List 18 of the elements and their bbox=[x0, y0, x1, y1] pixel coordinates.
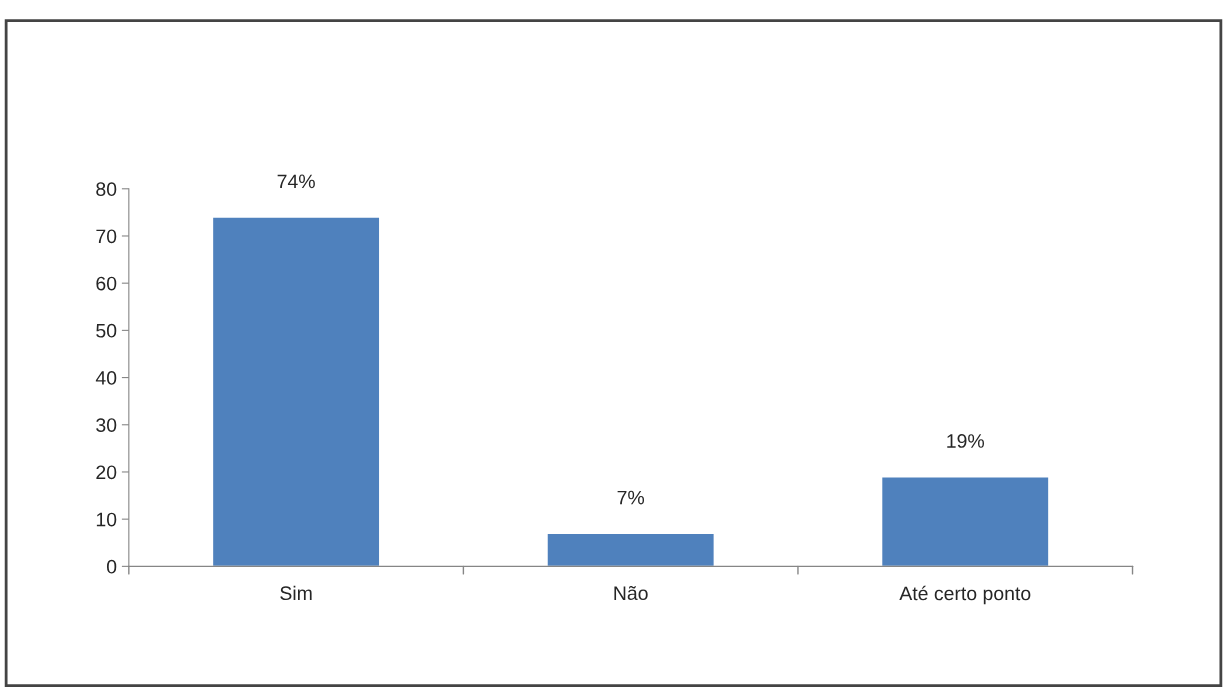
x-tick-label: Não bbox=[614, 585, 648, 601]
y-tick-label: 50 bbox=[96, 323, 117, 338]
bar bbox=[880, 475, 1050, 567]
data-label: 74% bbox=[277, 174, 315, 189]
y-tick-label: 40 bbox=[95, 371, 117, 385]
y-tick-label: 30 bbox=[96, 418, 117, 433]
data-label: 19% bbox=[947, 434, 985, 448]
y-tick-label: 10 bbox=[96, 512, 117, 527]
bar bbox=[211, 216, 381, 567]
y-tick-label: 20 bbox=[96, 465, 117, 480]
y-tick-label: 0 bbox=[106, 559, 117, 574]
y-tick-label: 70 bbox=[96, 229, 117, 244]
x-tick-label: Até certo ponto bbox=[899, 585, 1031, 605]
x-tick-label: Sim bbox=[280, 585, 312, 601]
y-tick-label: 80 bbox=[96, 182, 117, 197]
y-tick-label: 60 bbox=[96, 276, 117, 291]
bar bbox=[546, 532, 716, 567]
data-label: 7% bbox=[617, 490, 645, 505]
